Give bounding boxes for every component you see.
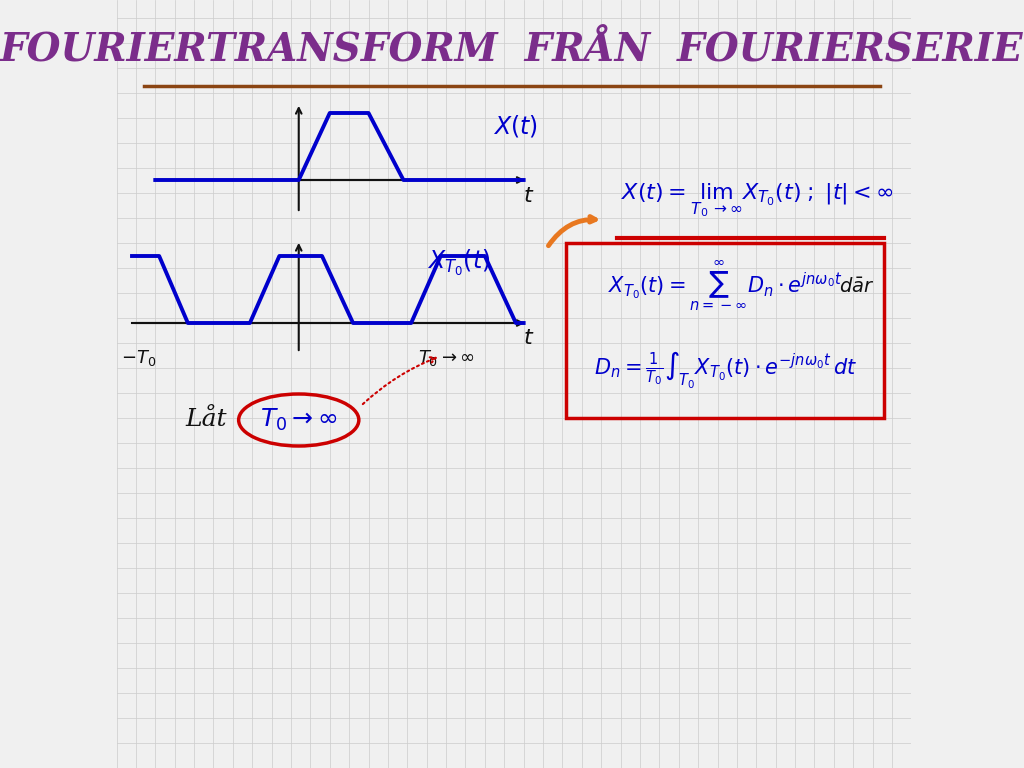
Text: $d\bar{a}r$: $d\bar{a}r$ bbox=[840, 276, 874, 296]
Text: $X(t)=\lim_{T_0 \to \infty} X_{T_0}(t)\;;\;|t|<\infty$: $X(t)=\lim_{T_0 \to \infty} X_{T_0}(t)\;… bbox=[621, 181, 894, 219]
Text: $D_n = \frac{1}{T_0}\int_{T_0} X_{T_0}(t)\cdot e^{-jn\omega_0 t}\, dt$: $D_n = \frac{1}{T_0}\int_{T_0} X_{T_0}(t… bbox=[594, 349, 857, 391]
Text: $T_0 \to \infty$: $T_0 \to \infty$ bbox=[260, 407, 338, 433]
Text: $t$: $t$ bbox=[523, 328, 535, 348]
Text: FOURIERTRANSFORM  FRÅN  FOURIERSERIE: FOURIERTRANSFORM FRÅN FOURIERSERIE bbox=[0, 31, 1024, 69]
Text: $X(t)$: $X(t)$ bbox=[493, 113, 538, 139]
Text: $X_{T_0}(t)=\sum_{n=-\infty}^{\infty} D_n \cdot e^{jn\omega_0 t}$: $X_{T_0}(t)=\sum_{n=-\infty}^{\infty} D_… bbox=[608, 259, 843, 313]
Text: $t$: $t$ bbox=[523, 186, 535, 206]
Text: $-T_0$: $-T_0$ bbox=[121, 348, 156, 368]
Text: Låt: Låt bbox=[185, 409, 226, 432]
Text: $X_{T_0}(t)$: $X_{T_0}(t)$ bbox=[427, 248, 490, 278]
Text: $T_0 \to \infty$: $T_0 \to \infty$ bbox=[418, 348, 474, 368]
